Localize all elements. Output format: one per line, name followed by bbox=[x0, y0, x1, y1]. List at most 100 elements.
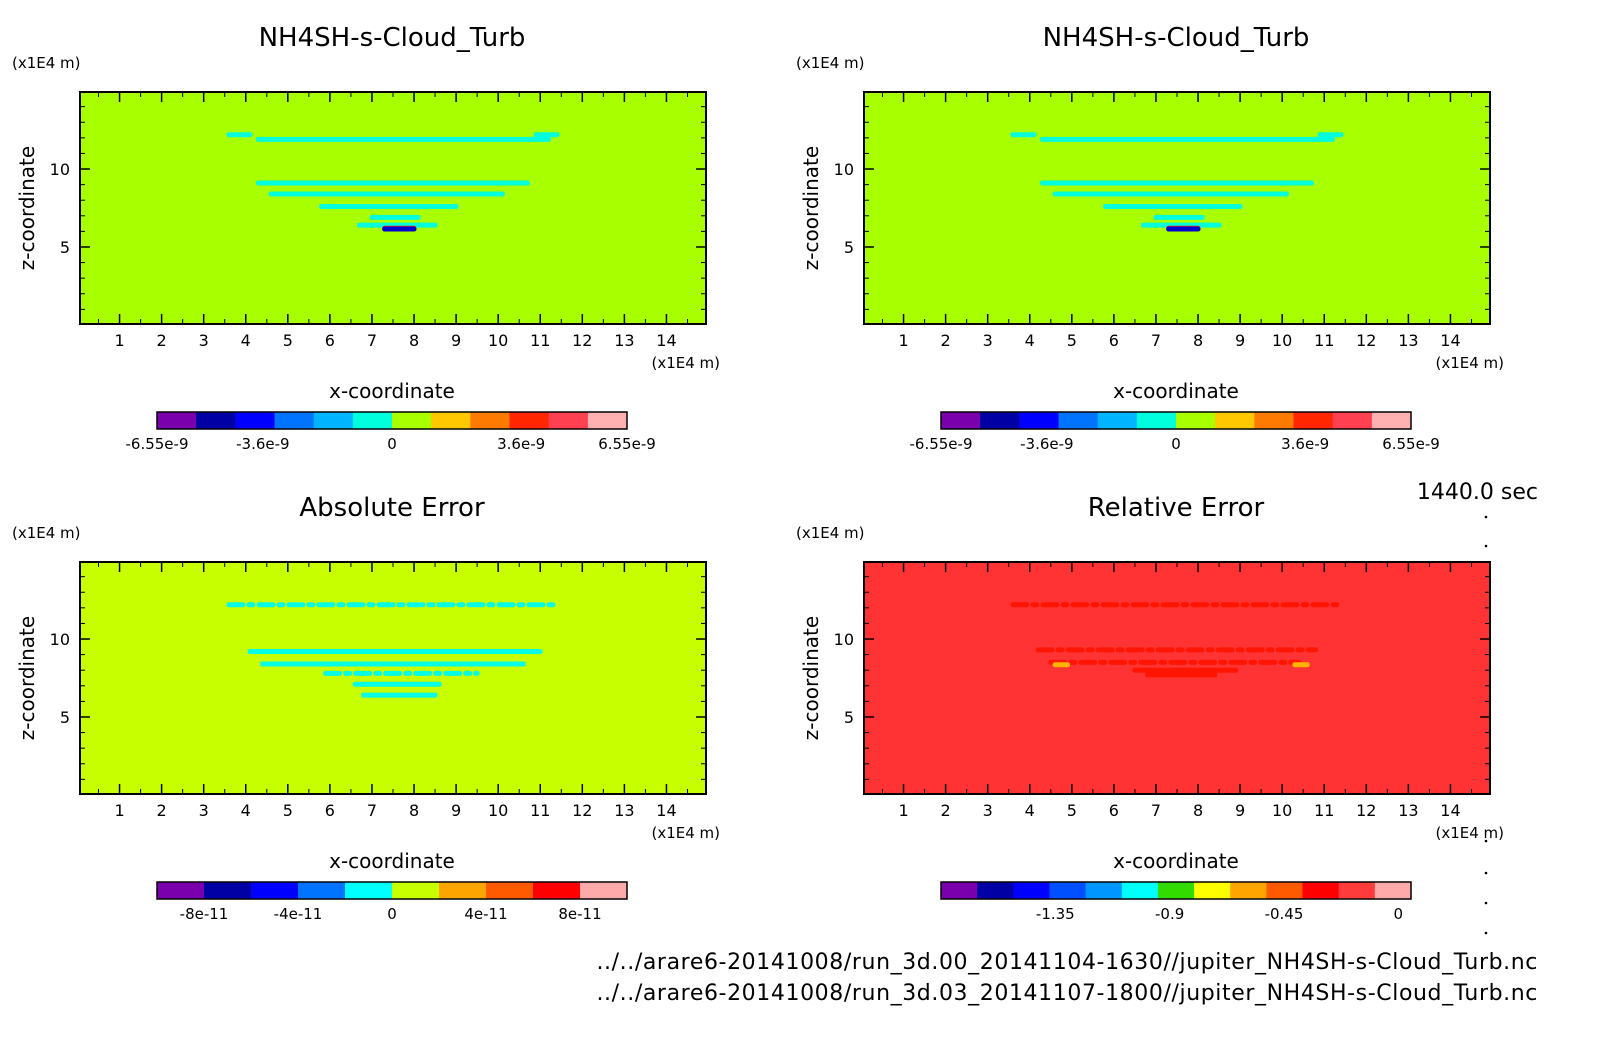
colorbar-segment bbox=[1049, 882, 1087, 899]
colorbar-segment bbox=[1332, 412, 1373, 429]
x-tick-label: 12 bbox=[572, 331, 592, 350]
x-tick-label: 11 bbox=[1314, 801, 1334, 820]
colorbar-tick-label: 0 bbox=[1394, 905, 1404, 923]
colorbar-segment bbox=[1097, 412, 1138, 429]
x-tick-label: 4 bbox=[1025, 331, 1035, 350]
footer-file-path-2: ../../arare6-20141008/run_3d.03_20141107… bbox=[596, 981, 1538, 1006]
x-tick-label: 12 bbox=[572, 801, 592, 820]
x-tick-label: 14 bbox=[656, 801, 676, 820]
x-unit-label: (x1E4 m) bbox=[1435, 354, 1504, 372]
colorbar-segment bbox=[196, 412, 236, 429]
x-tick-label: 9 bbox=[1235, 331, 1245, 350]
y-axis-title: z-coordinate bbox=[15, 616, 39, 740]
colorbar-tick-label: 3.6e-9 bbox=[497, 435, 545, 453]
x-tick-label: 6 bbox=[325, 331, 335, 350]
x-tick-label: 10 bbox=[488, 801, 508, 820]
x-tick-label: 14 bbox=[1440, 331, 1460, 350]
x-tick-label: 3 bbox=[983, 331, 993, 350]
x-tick-label: 2 bbox=[941, 331, 951, 350]
x-tick-label: 5 bbox=[283, 801, 293, 820]
x-tick-label: 5 bbox=[1067, 801, 1077, 820]
y-unit-label: (x1E4 m) bbox=[796, 54, 865, 72]
x-tick-label: 5 bbox=[1067, 331, 1077, 350]
x-tick-label: 10 bbox=[488, 331, 508, 350]
chart-panel-4: Relative Error (x1E4 m) (x1E4 m) x-coordina… bbox=[796, 493, 1504, 923]
colorbar-tick-label: 6.55e-9 bbox=[1382, 435, 1440, 453]
colorbar-tick-label: -6.55e-9 bbox=[126, 435, 189, 453]
footer-file-path-1: ../../arare6-20141008/run_3d.00_20141104… bbox=[596, 950, 1538, 975]
colorbar-frame bbox=[940, 411, 1412, 430]
y-tick-label: 5 bbox=[60, 238, 70, 257]
x-tick-label: 1 bbox=[898, 331, 908, 350]
colorbar-segment bbox=[587, 412, 628, 429]
x-tick-label: 14 bbox=[1440, 801, 1460, 820]
x-tick-label: 7 bbox=[367, 801, 377, 820]
x-tick-label: 2 bbox=[941, 801, 951, 820]
colorbar-segment bbox=[157, 412, 197, 429]
plot-background bbox=[864, 562, 1490, 794]
y-unit-label: (x1E4 m) bbox=[12, 54, 81, 72]
colorbar-segment bbox=[1019, 412, 1059, 429]
colorbar-segment bbox=[157, 882, 205, 899]
colorbar-tick-label: -3.6e-9 bbox=[236, 435, 289, 453]
x-axis-title: x-coordinate bbox=[329, 379, 455, 403]
colorbar-segment bbox=[1176, 412, 1216, 429]
x-tick-label: 13 bbox=[1398, 331, 1418, 350]
chart-title: Relative Error bbox=[1088, 493, 1265, 523]
colorbar-segment bbox=[533, 882, 581, 899]
y-axis-title: z-coordinate bbox=[15, 146, 39, 270]
y-tick-label: 10 bbox=[834, 160, 854, 179]
colorbar-tick-label: -0.45 bbox=[1265, 905, 1304, 923]
x-tick-label: 1 bbox=[114, 801, 124, 820]
plot-background bbox=[80, 562, 706, 794]
colorbar-segment bbox=[274, 412, 315, 429]
x-tick-label: 9 bbox=[1235, 801, 1245, 820]
y-tick-label: 10 bbox=[50, 630, 70, 649]
colorbar-segment bbox=[439, 882, 487, 899]
y-axis-title: z-coordinate bbox=[799, 616, 823, 740]
x-tick-label: 7 bbox=[1151, 801, 1161, 820]
colorbar-segment bbox=[941, 412, 981, 429]
x-tick-label: 4 bbox=[241, 331, 251, 350]
colorbar-segment bbox=[1136, 412, 1177, 429]
y-unit-label: (x1E4 m) bbox=[796, 524, 865, 542]
x-tick-label: 13 bbox=[614, 801, 634, 820]
margin-dot bbox=[1484, 544, 1488, 548]
chart-panel-2: NH4SH-s-Cloud_Turb (x1E4 m) (x1E4 m) x-coor… bbox=[796, 23, 1504, 453]
x-tick-label: 8 bbox=[409, 331, 419, 350]
colorbar-tick-label: -6.55e-9 bbox=[910, 435, 973, 453]
colorbar-segment bbox=[1230, 882, 1267, 899]
colorbar-segment bbox=[235, 412, 275, 429]
colorbar-segment bbox=[470, 412, 510, 429]
margin-dot bbox=[1484, 839, 1488, 843]
x-tick-label: 9 bbox=[451, 801, 461, 820]
colorbar-tick-label: 6.55e-9 bbox=[598, 435, 656, 453]
x-tick-label: 10 bbox=[1272, 331, 1292, 350]
colorbar-segment bbox=[392, 882, 440, 899]
chart-title: NH4SH-s-Cloud_Turb bbox=[1043, 23, 1310, 53]
colorbar-segment bbox=[548, 412, 589, 429]
colorbar-segment bbox=[1371, 412, 1412, 429]
x-tick-label: 3 bbox=[199, 331, 209, 350]
x-tick-label: 3 bbox=[199, 801, 209, 820]
chart-title: NH4SH-s-Cloud_Turb bbox=[259, 23, 526, 53]
x-tick-label: 2 bbox=[157, 801, 167, 820]
margin-dot bbox=[1484, 931, 1488, 935]
x-tick-label: 9 bbox=[451, 331, 461, 350]
colorbar-segment bbox=[1374, 882, 1412, 899]
colorbar-segment bbox=[345, 882, 393, 899]
x-axis-title: x-coordinate bbox=[1113, 379, 1239, 403]
x-tick-label: 1 bbox=[898, 801, 908, 820]
colorbar-tick-label: 0 bbox=[1171, 435, 1181, 453]
x-tick-label: 11 bbox=[530, 331, 550, 350]
colorbar-segment bbox=[1302, 882, 1340, 899]
x-tick-label: 12 bbox=[1356, 331, 1376, 350]
colorbar-segment bbox=[352, 412, 393, 429]
colorbar-tick-label: 4e-11 bbox=[464, 905, 507, 923]
x-tick-label: 14 bbox=[656, 331, 676, 350]
x-unit-label: (x1E4 m) bbox=[651, 824, 720, 842]
colorbar-segment bbox=[1013, 882, 1050, 899]
x-tick-label: 7 bbox=[1151, 331, 1161, 350]
x-tick-label: 10 bbox=[1272, 801, 1292, 820]
